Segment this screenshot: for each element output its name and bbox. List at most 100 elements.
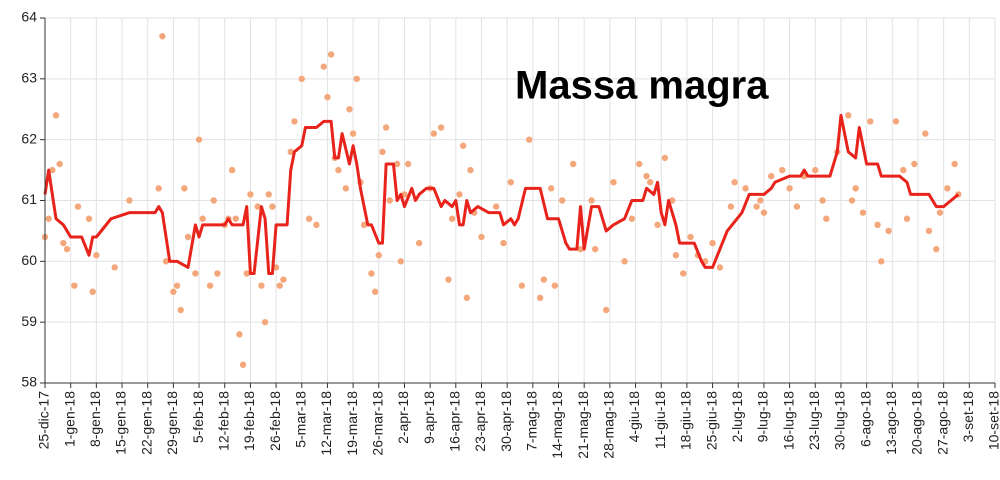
scatter-point — [636, 160, 643, 168]
scatter-point — [232, 215, 239, 222]
scatter-point — [558, 197, 566, 204]
x-tick-label: 9-lug-18 — [755, 391, 771, 443]
scatter-point — [85, 215, 93, 222]
scatter-point — [687, 233, 694, 241]
scatter-point — [536, 294, 544, 302]
scatter-point — [375, 252, 382, 259]
x-tick-label: 14-mag-18 — [549, 391, 565, 459]
scatter-point — [922, 130, 929, 137]
x-tick-label: 20-ago-18 — [909, 391, 925, 455]
scatter-point — [467, 166, 474, 174]
x-tick-label: 10-set-18 — [986, 391, 1000, 450]
x-tick-label: 12-mar-18 — [318, 391, 334, 456]
scatter-point — [500, 239, 507, 247]
x-tick-label: 19-feb-18 — [241, 391, 257, 451]
scatter-point — [878, 258, 885, 265]
scatter-point — [276, 282, 283, 289]
x-tick-label: 16-lug-18 — [780, 391, 796, 450]
scatter-point — [192, 270, 199, 277]
scatter-point — [518, 282, 526, 289]
x-tick-label: 29-gen-18 — [164, 391, 180, 455]
scatter-point — [437, 124, 445, 131]
scatter-point — [925, 227, 933, 235]
scatter-point — [727, 203, 735, 210]
x-tick-label: 26-feb-18 — [267, 391, 283, 451]
scatter-point — [173, 282, 181, 289]
scatter-point — [397, 258, 404, 265]
scatter-point — [507, 179, 515, 186]
scatter-point — [63, 245, 71, 253]
scatter-point — [49, 166, 56, 174]
scatter-point — [448, 215, 456, 222]
scatter-point — [228, 166, 236, 174]
scatter-point — [845, 112, 852, 119]
scatter-point — [239, 361, 247, 368]
scatter-point — [944, 185, 951, 192]
axes: 58 59 60 61 62 63 64 25-dic-17 1-gen-18 8-gen-18 1… — [21, 9, 1000, 459]
x-tick-label: 22-gen-18 — [138, 391, 154, 455]
scatter-point — [768, 172, 775, 180]
scatter-point — [760, 209, 768, 216]
x-tick-label: 4-giu-18 — [626, 391, 642, 443]
x-tick-label: 19-mar-18 — [344, 391, 360, 456]
scatter-point — [731, 179, 738, 186]
x-tick-label: 16-apr-18 — [447, 391, 463, 452]
scatter-point — [184, 233, 192, 241]
x-tick-label: 12-feb-18 — [215, 391, 231, 451]
scatter-point — [280, 276, 287, 283]
y-tick-label: 64 — [21, 9, 37, 25]
scatter-point — [786, 185, 793, 192]
scatter-point — [261, 318, 269, 326]
scatter-point — [206, 282, 214, 289]
y-tick-label: 58 — [21, 374, 37, 390]
scatter-point — [287, 148, 294, 156]
x-tick-label: 13-ago-18 — [883, 391, 899, 455]
scatter-point — [93, 252, 100, 259]
scatter-point — [911, 160, 918, 168]
scatter-point — [415, 239, 423, 247]
scatter-point — [247, 191, 254, 198]
scatter-point — [933, 245, 940, 253]
scatter-point — [89, 288, 96, 295]
scatter-point — [680, 270, 687, 277]
scatter-point — [628, 215, 636, 222]
x-tick-label: 11-giu-18 — [652, 391, 668, 449]
y-tick-label: 62 — [21, 130, 37, 146]
scatter-point — [540, 276, 548, 283]
scatter-point — [621, 258, 628, 265]
scatter-point — [327, 51, 335, 58]
scatter-point — [335, 166, 342, 174]
scatter-point — [60, 239, 67, 247]
scatter-point — [819, 197, 826, 204]
scatter-point — [162, 258, 170, 265]
grid — [44, 17, 996, 384]
y-tick-label: 60 — [21, 252, 37, 268]
x-tick-label: 3-set-18 — [960, 391, 976, 443]
scatter-point — [199, 215, 206, 222]
y-tick-label: 61 — [21, 191, 37, 207]
x-tick-label: 23-lug-18 — [806, 391, 822, 450]
scatter-point — [892, 118, 900, 125]
scatter-point — [74, 203, 82, 210]
scatter-point — [848, 197, 856, 204]
scatter-point — [577, 245, 584, 253]
scatter-point — [793, 203, 801, 210]
scatter-point — [126, 197, 133, 204]
x-tick-label: 5-feb-18 — [190, 391, 206, 443]
scatter-point — [52, 112, 60, 119]
x-tick-label: 2-lug-18 — [729, 391, 745, 443]
marks — [41, 33, 962, 368]
scatter-point — [313, 221, 320, 229]
scatter-point — [45, 215, 52, 222]
scatter-point — [298, 75, 305, 83]
scatter-point — [243, 270, 250, 277]
x-tick-label: 23-apr-18 — [472, 391, 488, 452]
scatter-point — [401, 191, 408, 198]
scatter-point — [525, 136, 533, 143]
scatter-point — [867, 118, 874, 125]
scatter-point — [236, 331, 243, 338]
scatter-point — [155, 185, 162, 192]
scatter-point — [360, 221, 368, 229]
scatter-point — [874, 221, 881, 229]
